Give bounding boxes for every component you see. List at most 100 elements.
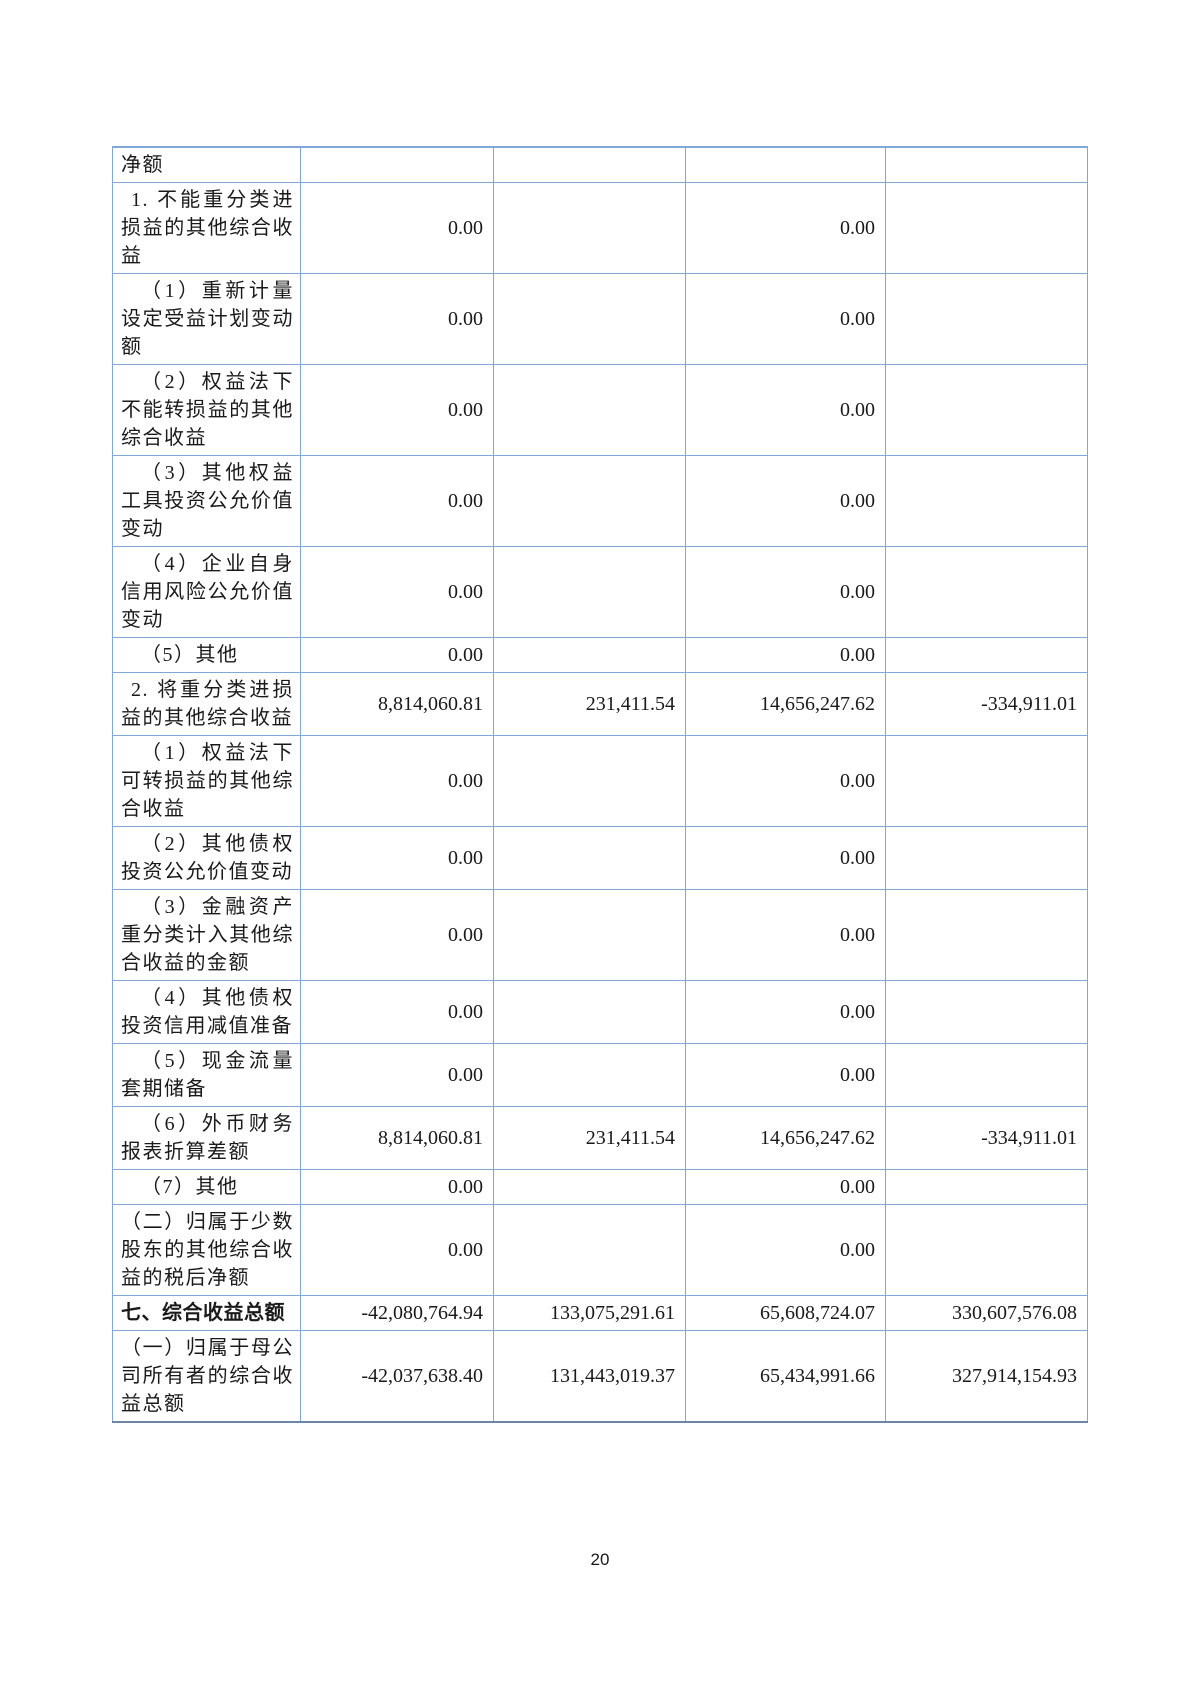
value-cell: 0.00 bbox=[300, 364, 494, 456]
value-cell bbox=[493, 826, 686, 890]
value-cell: 0.00 bbox=[685, 364, 886, 456]
value-cell bbox=[885, 637, 1088, 673]
table-row: （1）重新计量设定受益计划变动额 0.00 0.00 bbox=[112, 273, 1088, 365]
value-cell bbox=[885, 1169, 1088, 1205]
value-cell bbox=[493, 546, 686, 638]
row-label: 2. 将重分类进损益的其他综合收益 bbox=[112, 672, 301, 736]
table-row: 2. 将重分类进损益的其他综合收益 8,814,060.81 231,411.54 1… bbox=[112, 672, 1088, 736]
value-cell: 14,656,247.62 bbox=[685, 672, 886, 736]
value-cell bbox=[885, 364, 1088, 456]
value-cell bbox=[493, 637, 686, 673]
value-cell: 330,607,576.08 bbox=[885, 1295, 1088, 1331]
page-number: 20 bbox=[590, 1550, 610, 1569]
row-label: （3）其他权益工具投资公允价值变动 bbox=[112, 455, 301, 547]
value-cell: 0.00 bbox=[300, 826, 494, 890]
value-cell: 0.00 bbox=[685, 546, 886, 638]
value-cell: 8,814,060.81 bbox=[300, 1106, 494, 1170]
table-row: （一）归属于母公司所有者的综合收益总额 -42,037,638.40 131,443… bbox=[112, 1330, 1088, 1423]
value-cell: 231,411.54 bbox=[493, 672, 686, 736]
value-cell bbox=[493, 146, 686, 183]
value-cell bbox=[885, 146, 1088, 183]
value-cell: 0.00 bbox=[300, 1169, 494, 1205]
row-label: （一）归属于母公司所有者的综合收益总额 bbox=[112, 1330, 301, 1423]
table-row: （7）其他 0.00 0.00 bbox=[112, 1169, 1088, 1205]
value-cell: 65,434,991.66 bbox=[685, 1330, 886, 1423]
value-cell bbox=[300, 146, 494, 183]
value-cell bbox=[493, 1169, 686, 1205]
value-cell bbox=[885, 546, 1088, 638]
value-cell: 0.00 bbox=[300, 273, 494, 365]
value-cell: 0.00 bbox=[685, 889, 886, 981]
value-cell: 8,814,060.81 bbox=[300, 672, 494, 736]
value-cell bbox=[885, 735, 1088, 827]
value-cell: 0.00 bbox=[685, 1169, 886, 1205]
value-cell bbox=[685, 146, 886, 183]
value-cell bbox=[493, 735, 686, 827]
value-cell: 0.00 bbox=[300, 546, 494, 638]
value-cell bbox=[885, 455, 1088, 547]
row-label: （4）企业自身信用风险公允价值变动 bbox=[112, 546, 301, 638]
value-cell bbox=[493, 182, 686, 274]
table-row: （1）权益法下可转损益的其他综合收益 0.00 0.00 bbox=[112, 735, 1088, 827]
value-cell: 0.00 bbox=[685, 1043, 886, 1107]
value-cell bbox=[493, 273, 686, 365]
value-cell: 327,914,154.93 bbox=[885, 1330, 1088, 1423]
row-label: 1. 不能重分类进损益的其他综合收益 bbox=[112, 182, 301, 274]
row-label: （6）外币财务报表折算差额 bbox=[112, 1106, 301, 1170]
table-row: （5）现金流量套期储备 0.00 0.00 bbox=[112, 1043, 1088, 1107]
table-row: （3）其他权益工具投资公允价值变动 0.00 0.00 bbox=[112, 455, 1088, 547]
value-cell: -42,080,764.94 bbox=[300, 1295, 494, 1331]
value-cell: 0.00 bbox=[300, 889, 494, 981]
value-cell bbox=[885, 273, 1088, 365]
value-cell bbox=[885, 889, 1088, 981]
value-cell: -334,911.01 bbox=[885, 1106, 1088, 1170]
value-cell bbox=[885, 980, 1088, 1044]
value-cell: 0.00 bbox=[300, 980, 494, 1044]
value-cell: 0.00 bbox=[300, 455, 494, 547]
comprehensive-income-table: 净额 1. 不能重分类进损益的其他综合收益 0.00 0.00 （1）重新计量设定受益计… bbox=[112, 146, 1088, 1423]
row-label: （二）归属于少数股东的其他综合收益的税后净额 bbox=[112, 1204, 301, 1296]
value-cell bbox=[885, 826, 1088, 890]
row-label: （3）金融资产重分类计入其他综合收益的金额 bbox=[112, 889, 301, 981]
table-row: 净额 bbox=[112, 146, 1088, 183]
row-label: （2）其他债权投资公允价值变动 bbox=[112, 826, 301, 890]
value-cell bbox=[885, 182, 1088, 274]
value-cell bbox=[885, 1043, 1088, 1107]
value-cell bbox=[493, 1204, 686, 1296]
value-cell: 0.00 bbox=[685, 1204, 886, 1296]
table-row: （2）其他债权投资公允价值变动 0.00 0.00 bbox=[112, 826, 1088, 890]
value-cell: 14,656,247.62 bbox=[685, 1106, 886, 1170]
value-cell: 131,443,019.37 bbox=[493, 1330, 686, 1423]
value-cell bbox=[493, 889, 686, 981]
value-cell: 0.00 bbox=[300, 735, 494, 827]
value-cell: 0.00 bbox=[685, 980, 886, 1044]
table-row: （4）企业自身信用风险公允价值变动 0.00 0.00 bbox=[112, 546, 1088, 638]
row-label: （1）权益法下可转损益的其他综合收益 bbox=[112, 735, 301, 827]
value-cell: 0.00 bbox=[300, 637, 494, 673]
row-label: （1）重新计量设定受益计划变动额 bbox=[112, 273, 301, 365]
value-cell: 0.00 bbox=[685, 182, 886, 274]
row-label: （7）其他 bbox=[112, 1169, 301, 1205]
value-cell bbox=[493, 1043, 686, 1107]
value-cell: 0.00 bbox=[685, 455, 886, 547]
row-label: （2）权益法下不能转损益的其他综合收益 bbox=[112, 364, 301, 456]
value-cell bbox=[493, 364, 686, 456]
table-row: （2）权益法下不能转损益的其他综合收益 0.00 0.00 bbox=[112, 364, 1088, 456]
value-cell: -42,037,638.40 bbox=[300, 1330, 494, 1423]
value-cell: 0.00 bbox=[685, 826, 886, 890]
value-cell bbox=[885, 1204, 1088, 1296]
table-row: （二）归属于少数股东的其他综合收益的税后净额 0.00 0.00 bbox=[112, 1204, 1088, 1296]
value-cell: 0.00 bbox=[300, 1204, 494, 1296]
value-cell: 0.00 bbox=[685, 637, 886, 673]
value-cell: 231,411.54 bbox=[493, 1106, 686, 1170]
table-row: （6）外币财务报表折算差额 8,814,060.81 231,411.54 14,65… bbox=[112, 1106, 1088, 1170]
value-cell: 65,608,724.07 bbox=[685, 1295, 886, 1331]
table-row: 七、综合收益总额 -42,080,764.94 133,075,291.61 65,6… bbox=[112, 1295, 1088, 1331]
value-cell bbox=[493, 455, 686, 547]
table-row: 1. 不能重分类进损益的其他综合收益 0.00 0.00 bbox=[112, 182, 1088, 274]
row-label: 七、综合收益总额 bbox=[112, 1295, 301, 1331]
row-label: 净额 bbox=[112, 146, 301, 183]
value-cell: 0.00 bbox=[300, 182, 494, 274]
value-cell: 0.00 bbox=[300, 1043, 494, 1107]
